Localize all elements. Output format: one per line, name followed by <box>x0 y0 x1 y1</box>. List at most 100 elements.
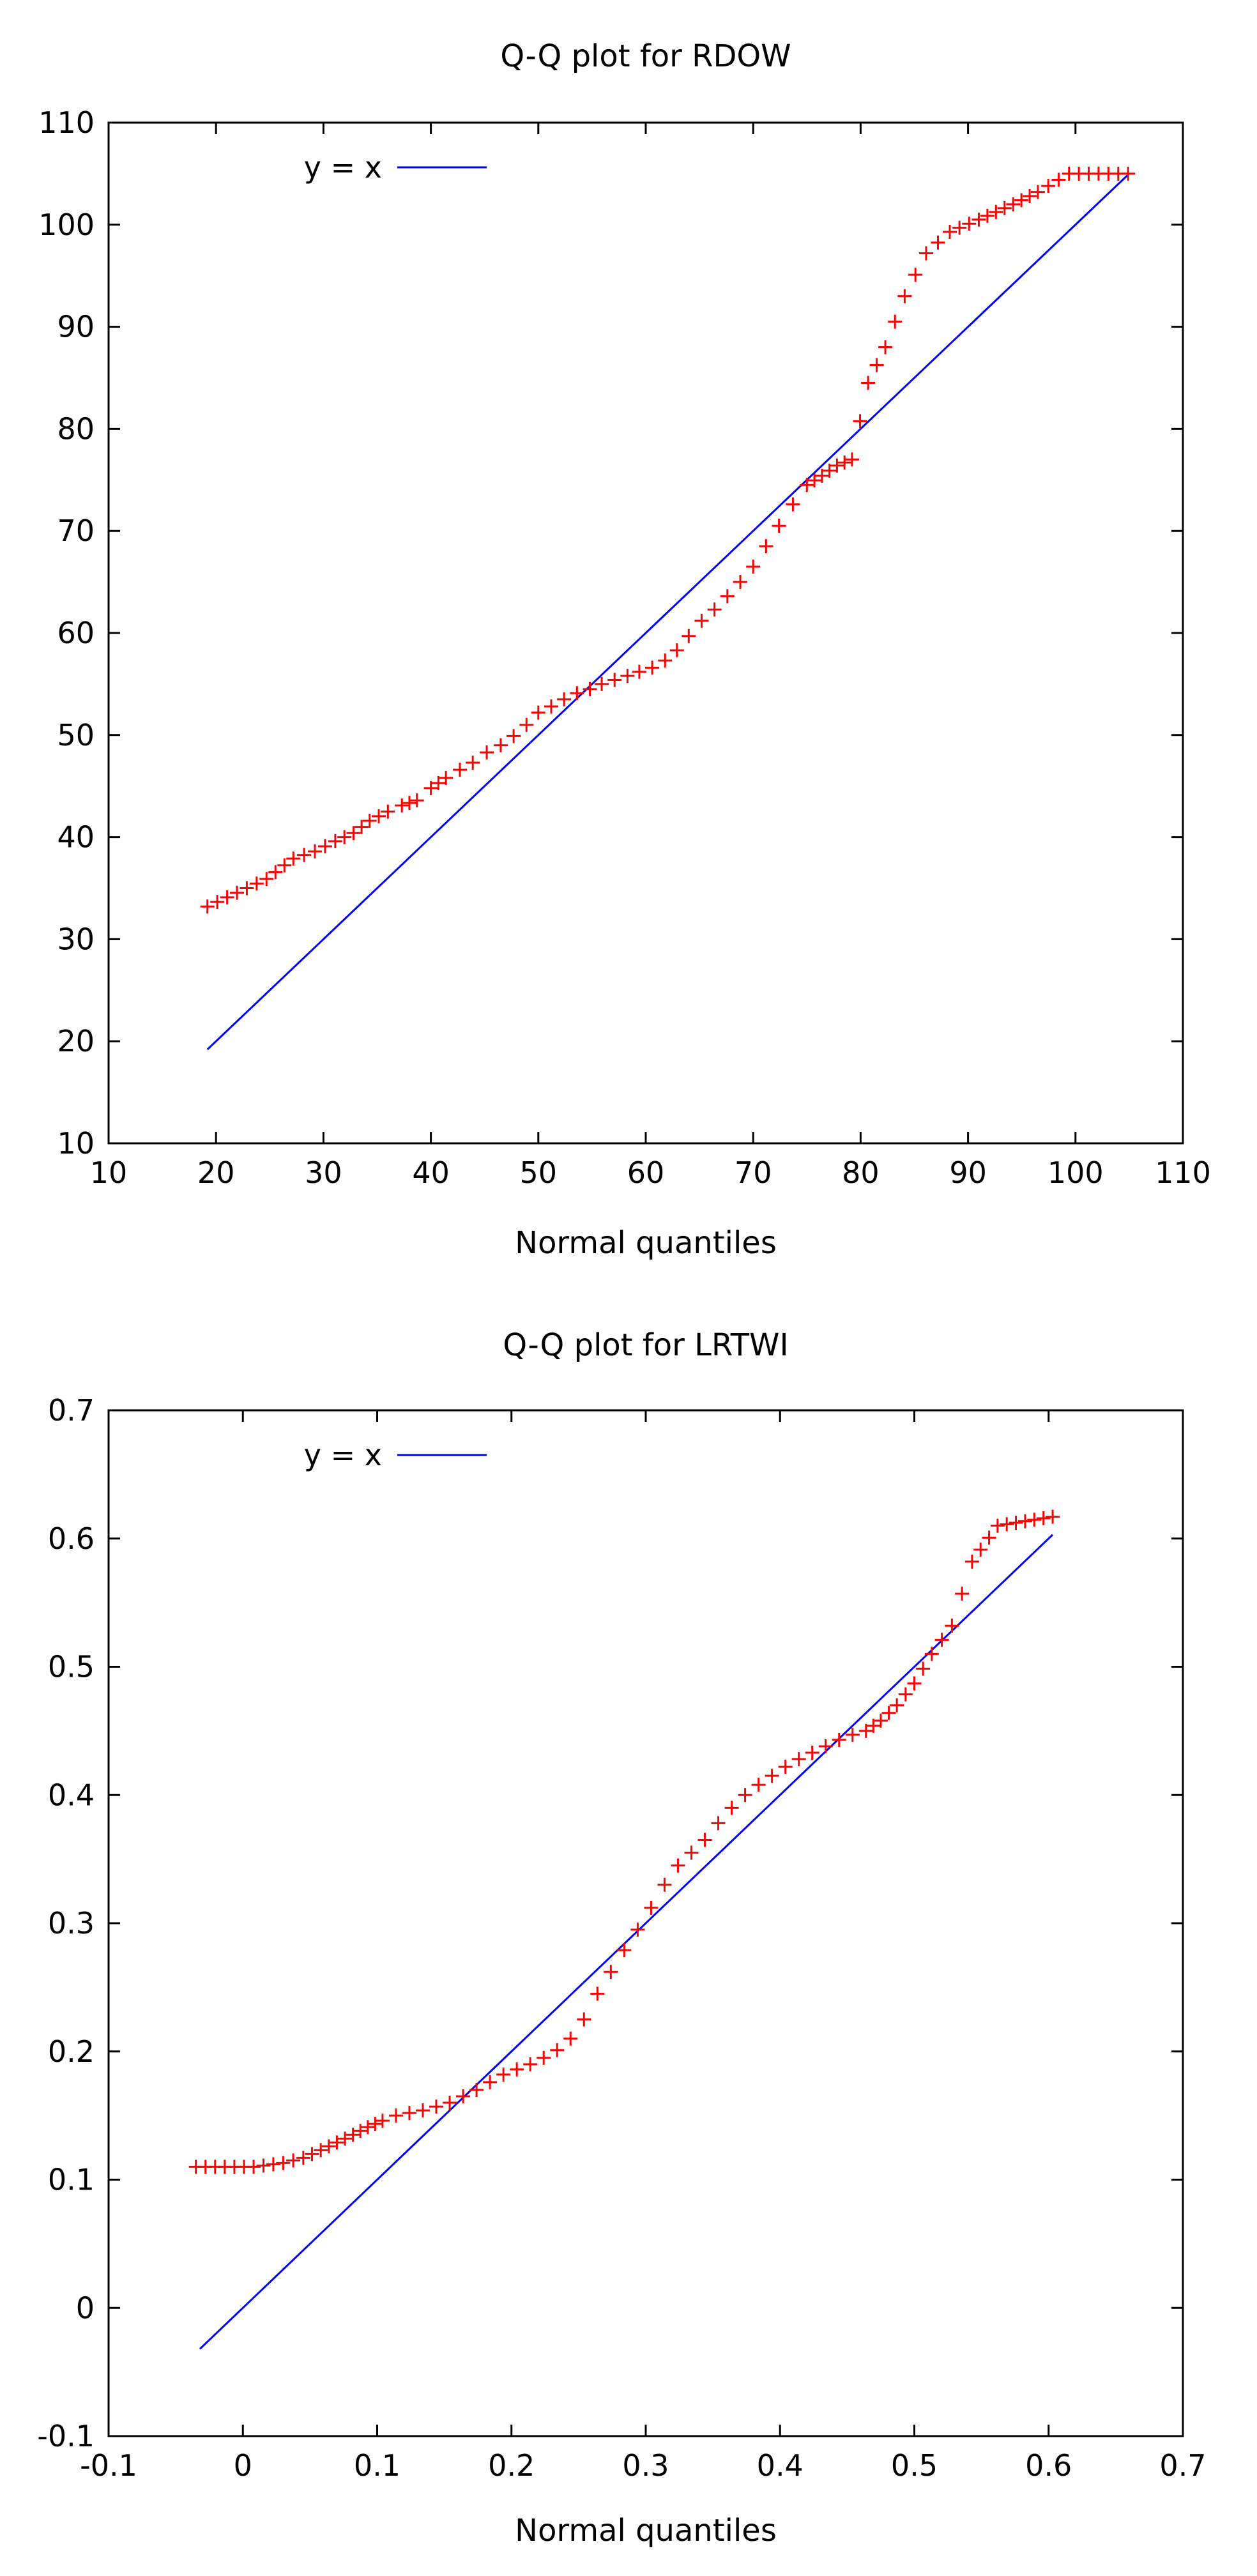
legend-label: y = x <box>304 1438 382 1472</box>
x-tick-label: 0.1 <box>354 2448 400 2483</box>
x-tick-label: 0.3 <box>622 2448 669 2483</box>
y-tick-label: 0.3 <box>48 1906 95 1940</box>
data-point <box>617 1943 631 1957</box>
data-point <box>1009 1516 1023 1530</box>
x-tick-label: 20 <box>197 1155 235 1190</box>
data-point <box>523 2057 537 2071</box>
data-point <box>1046 1510 1060 1524</box>
data-point <box>557 692 571 706</box>
y-tick-label: 0.5 <box>48 1650 95 1684</box>
x-tick-label: 0.6 <box>1025 2448 1072 2483</box>
x-axis-label: Normal quantiles <box>515 2513 777 2549</box>
data-point <box>256 2158 270 2172</box>
data-point <box>982 1530 996 1544</box>
data-point <box>1041 179 1055 193</box>
data-point <box>861 376 875 390</box>
data-point <box>870 358 884 372</box>
data-point <box>919 247 933 261</box>
data-point <box>805 1746 819 1760</box>
data-point <box>346 2128 360 2142</box>
data-point <box>519 718 533 732</box>
data-point <box>694 614 708 628</box>
data-point <box>510 2062 524 2077</box>
data-point <box>720 589 735 603</box>
data-point <box>531 706 545 720</box>
y-tick-label: 60 <box>57 616 95 650</box>
data-point <box>899 1688 913 1702</box>
data-point <box>361 2120 375 2134</box>
data-point <box>353 2124 367 2138</box>
data-point <box>469 2083 484 2097</box>
data-point <box>1051 172 1065 187</box>
x-tick-label: 110 <box>1155 1155 1211 1190</box>
data-point <box>322 2139 336 2153</box>
data-point <box>772 519 786 533</box>
data-point <box>658 653 672 667</box>
data-point <box>712 1816 726 1830</box>
reference-line-y-equals-x <box>200 1535 1053 2349</box>
y-tick-label: 0.1 <box>48 2163 95 2197</box>
legend-label: y = x <box>304 150 382 185</box>
y-tick-label: 40 <box>57 820 95 855</box>
data-point <box>890 1698 904 1712</box>
data-point <box>354 820 369 834</box>
data-point <box>908 268 922 282</box>
data-point <box>466 756 480 770</box>
data-point <box>480 745 494 759</box>
data-point <box>443 2096 457 2110</box>
data-point <box>837 455 851 469</box>
data-point <box>368 2117 382 2131</box>
data-point <box>991 1519 1005 1533</box>
data-point <box>973 1543 987 1557</box>
chart-title: Q-Q plot for LRTWI <box>503 1327 788 1363</box>
data-point <box>286 851 300 865</box>
data-point <box>746 560 760 574</box>
data-point <box>277 858 291 873</box>
data-point <box>792 1752 806 1766</box>
y-tick-label: 0.7 <box>48 1393 95 1428</box>
x-tick-label: 0 <box>234 2448 252 2483</box>
data-point <box>507 729 521 743</box>
x-tick-label: 0.2 <box>488 2448 535 2483</box>
x-tick-label: 60 <box>627 1155 665 1190</box>
y-tick-label: 110 <box>38 105 95 140</box>
x-tick-label: 50 <box>520 1155 558 1190</box>
y-tick-label: 0.6 <box>48 1521 95 1556</box>
data-point <box>682 629 696 643</box>
data-point <box>733 575 747 589</box>
data-point <box>752 1778 766 1792</box>
data-point <box>925 1647 939 1661</box>
x-tick-label: 70 <box>735 1155 772 1190</box>
data-point <box>544 699 558 713</box>
data-point <box>577 2013 591 2027</box>
data-point <box>965 1555 979 1569</box>
x-tick-label: 30 <box>305 1155 342 1190</box>
data-point <box>537 2051 551 2065</box>
data-point <box>882 1706 896 1720</box>
x-tick-label: -0.1 <box>80 2448 137 2483</box>
y-tick-label: 70 <box>57 514 95 548</box>
data-point <box>888 315 902 329</box>
y-tick-label: 0.4 <box>48 1778 95 1812</box>
y-tick-label: 0.2 <box>48 2034 95 2069</box>
data-point <box>389 2108 403 2123</box>
data-point <box>786 498 800 512</box>
data-point <box>671 1859 685 1873</box>
data-point <box>980 209 994 223</box>
data-point <box>698 1833 712 1847</box>
data-point <box>989 205 1003 219</box>
data-point <box>395 798 409 812</box>
data-point <box>410 793 424 807</box>
data-point <box>897 289 911 303</box>
data-point <box>670 643 684 657</box>
data-point <box>330 2135 344 2149</box>
data-point <box>708 602 722 616</box>
data-point <box>496 2068 510 2082</box>
data-point <box>402 796 416 810</box>
data-point <box>765 1769 779 1783</box>
data-point <box>645 660 659 674</box>
x-tick-label: 100 <box>1048 1155 1104 1190</box>
data-point <box>429 2100 443 2114</box>
data-point <box>402 2106 416 2120</box>
y-tick-label: 0 <box>76 2290 95 2325</box>
